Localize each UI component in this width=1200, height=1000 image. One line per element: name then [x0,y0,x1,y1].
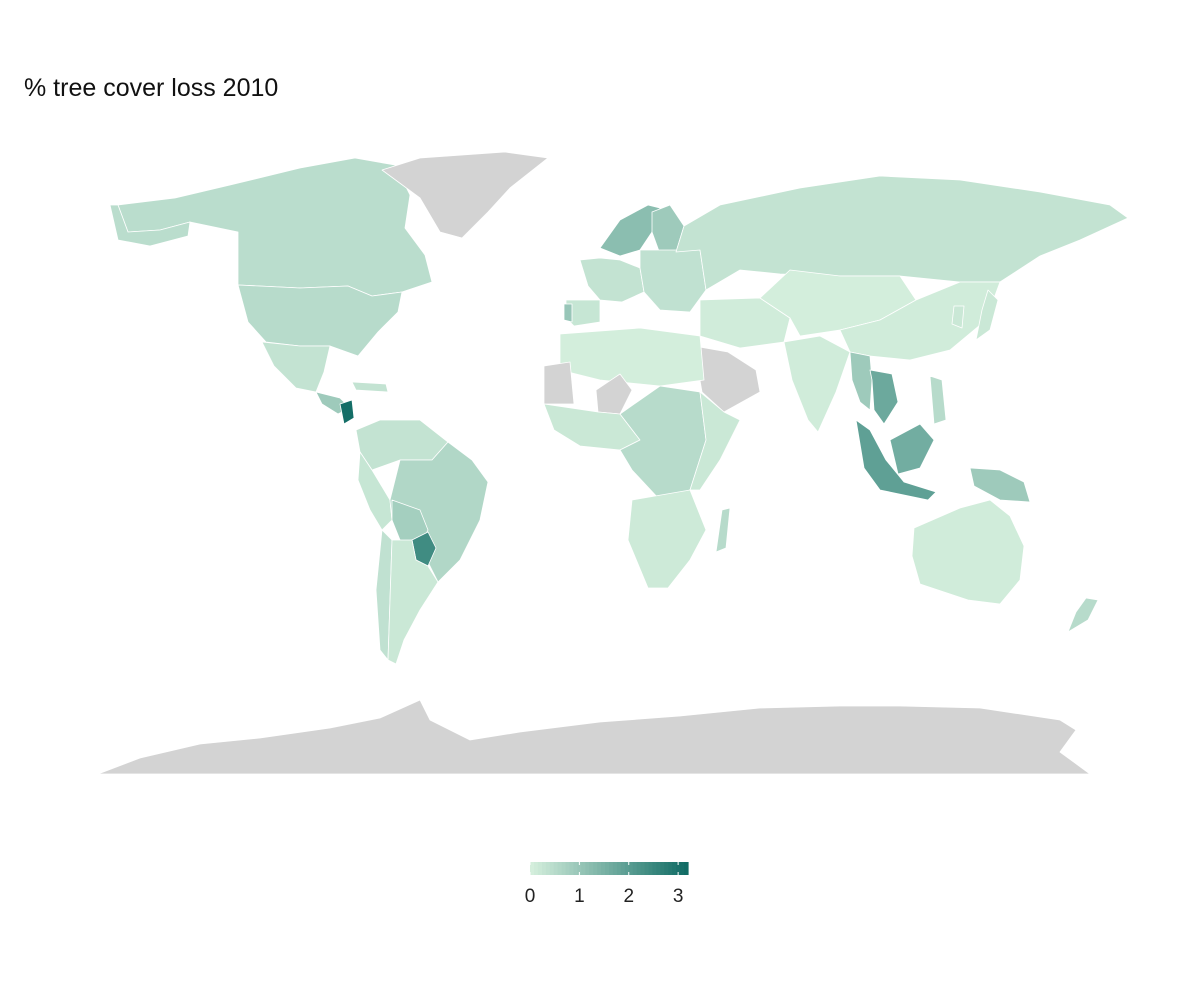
region-philippines [929,375,947,425]
region-vietnam-cambodia [869,369,899,425]
region-borneo [889,423,935,475]
region-western-europe [579,257,645,303]
region-new-guinea [969,467,1031,503]
region-korea [951,305,965,329]
region-eastern-europe [639,249,707,313]
region-north-africa [559,327,705,387]
region-russia [675,175,1129,291]
region-greenland [381,151,549,239]
region-portugal [563,303,573,323]
map-title: % tree cover loss 2010 [24,74,279,102]
region-canada [117,157,433,297]
region-cuba [351,381,389,393]
region-sumatra-malaysia [855,419,937,501]
region-mali [595,373,633,415]
region-nicaragua [339,399,355,425]
region-madagascar [715,507,731,553]
region-argentina [387,539,439,665]
region-new-zealand [1067,597,1099,633]
region-mexico [261,341,331,393]
region-myanmar-thailand [849,351,873,411]
region-southern-africa [627,489,707,589]
region-japan [975,289,999,341]
regions-layer [97,151,1129,775]
region-antarctica [97,699,1091,775]
region-scandinavia [599,204,661,257]
region-alaska [109,204,191,247]
region-india [783,335,851,433]
region-arabian-peninsula [693,345,761,413]
region-western-sahara-mauritania [543,361,575,405]
region-peru-ecuador [357,451,393,531]
region-east-africa [689,391,741,491]
region-united-states [237,284,403,357]
region-australia [911,499,1025,605]
